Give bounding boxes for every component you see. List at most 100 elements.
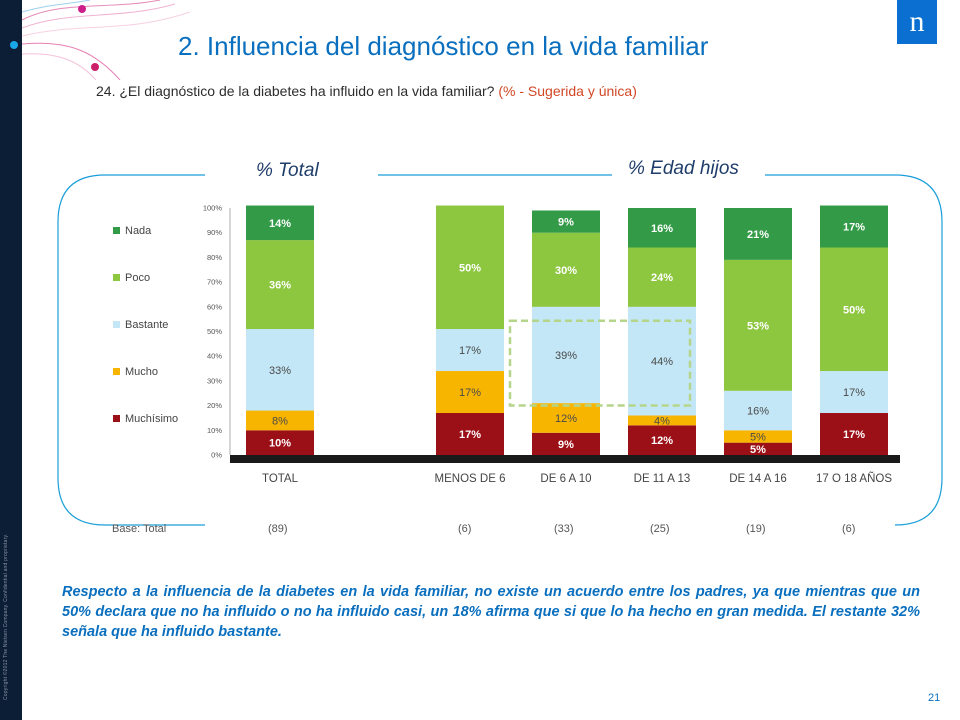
data-label: 9%: [558, 217, 574, 229]
baseline: [230, 455, 900, 463]
y-tick-label: 100%: [203, 204, 223, 213]
data-label: 24%: [651, 272, 673, 284]
base-value: (89): [268, 523, 288, 535]
bar-segment: [246, 329, 314, 411]
data-label: 10%: [269, 438, 291, 450]
bar-segment: [436, 413, 504, 455]
y-tick-label: 90%: [207, 228, 222, 237]
base-row: Base: Total (89) (6) (33) (25) (19) (6): [0, 523, 960, 539]
group-label-total: % Total: [256, 160, 319, 181]
bar-segment: [246, 205, 314, 241]
base-label: Base: Total: [112, 523, 167, 535]
data-label: 39%: [555, 350, 577, 362]
bar-segment: [532, 432, 600, 455]
category-label: DE 6 A 10: [540, 473, 591, 485]
base-value: (19): [746, 523, 766, 535]
question-note: (% - Sugerida y única): [498, 83, 637, 99]
bar-segment: [628, 415, 696, 426]
data-label: 30%: [555, 265, 577, 277]
y-tick-label: 30%: [207, 376, 222, 385]
data-label: 36%: [269, 280, 291, 292]
data-label: 17%: [459, 345, 481, 357]
base-value: (25): [650, 523, 670, 535]
y-tick-label: 50%: [207, 327, 222, 336]
bar-segment: [436, 371, 504, 414]
category-label: TOTAL: [262, 473, 299, 485]
data-label: 21%: [747, 229, 769, 241]
group-label-age: % Edad hijos: [628, 158, 739, 179]
decorative-swirl: [10, 0, 191, 80]
left-brand-strip: [0, 0, 22, 720]
bar-segment: [724, 390, 792, 431]
base-value: (6): [458, 523, 472, 535]
bar-segment: [628, 247, 696, 307]
bar-segment: [820, 413, 888, 455]
data-label: 17%: [843, 387, 865, 399]
y-tick-label: 40%: [207, 352, 222, 361]
bar-segment: [246, 430, 314, 455]
legend-label: Poco: [125, 272, 150, 284]
bar-segment: [628, 425, 696, 455]
legend-label: Muchísimo: [125, 413, 178, 425]
highlight-box: [508, 319, 692, 407]
bar-segment: [724, 442, 792, 455]
bar-segment: [532, 306, 600, 404]
base-value: (6): [842, 523, 856, 535]
page-title: 2. Influencia del diagnóstico en la vida…: [178, 31, 709, 61]
bar-segment: [628, 208, 696, 248]
data-label: 12%: [651, 435, 673, 447]
bar-segment: [724, 259, 792, 391]
page-number: 21: [928, 692, 941, 704]
stacked-bar-chart: 0% 10% 20% 30% 40% 50% 60% 70% 80% 90% 100% 10% 8% 33…: [57, 174, 943, 526]
bar-segment: [532, 232, 600, 307]
data-label: 5%: [750, 431, 766, 443]
bar-segment: [820, 247, 888, 372]
bar-segment: [246, 240, 314, 330]
category-label: DE 11 A 13: [634, 473, 691, 485]
y-tick-label: 80%: [207, 253, 222, 262]
y-tick-label: 60%: [207, 302, 222, 311]
question-text: 24. ¿El diagnóstico de la diabetes ha in…: [96, 83, 637, 99]
base-value: (33): [554, 523, 574, 535]
summary-text: Respecto a la influencia de la diabetes …: [62, 584, 920, 640]
category-label: DE 14 A 16: [729, 473, 787, 485]
data-label: 16%: [747, 406, 769, 418]
data-label: 33%: [269, 365, 291, 377]
legend-swatch: [113, 274, 120, 281]
y-tick-label: 10%: [207, 426, 222, 435]
bar-segment: [532, 210, 600, 233]
legend-swatch: [113, 415, 120, 422]
data-label: 4%: [654, 415, 670, 427]
brand-logo: n: [897, 0, 937, 44]
category-label: MENOS DE 6: [435, 473, 506, 485]
legend-label: Nada: [125, 225, 152, 237]
legend-swatch: [113, 227, 120, 234]
legend-swatch: [113, 368, 120, 375]
data-label: 16%: [651, 223, 673, 235]
bar-segment: [820, 371, 888, 414]
bar-segment: [724, 208, 792, 260]
data-label: 12%: [555, 413, 577, 425]
legend-swatch: [113, 321, 120, 328]
data-label: 17%: [843, 222, 865, 234]
bar-segment: [628, 306, 696, 416]
data-label: 50%: [843, 304, 865, 316]
bar-segment: [724, 430, 792, 443]
bar-segment: [532, 403, 600, 433]
data-label: 50%: [459, 262, 481, 274]
bar-segment: [436, 205, 504, 330]
data-label: 17%: [843, 429, 865, 441]
bar-segment: [436, 329, 504, 372]
legend-label: Bastante: [125, 319, 168, 331]
data-label: 5%: [750, 444, 766, 456]
data-label: 8%: [272, 415, 288, 427]
frame-line: [765, 174, 943, 526]
data-label: 17%: [459, 429, 481, 441]
y-tick-label: 70%: [207, 278, 222, 287]
data-label: 53%: [747, 320, 769, 332]
category-label: 17 O 18 AÑOS: [816, 472, 892, 485]
bar-segment: [246, 410, 314, 431]
data-label: 9%: [558, 439, 574, 451]
y-tick-label: 0%: [211, 451, 222, 460]
frame-line: [57, 174, 205, 526]
